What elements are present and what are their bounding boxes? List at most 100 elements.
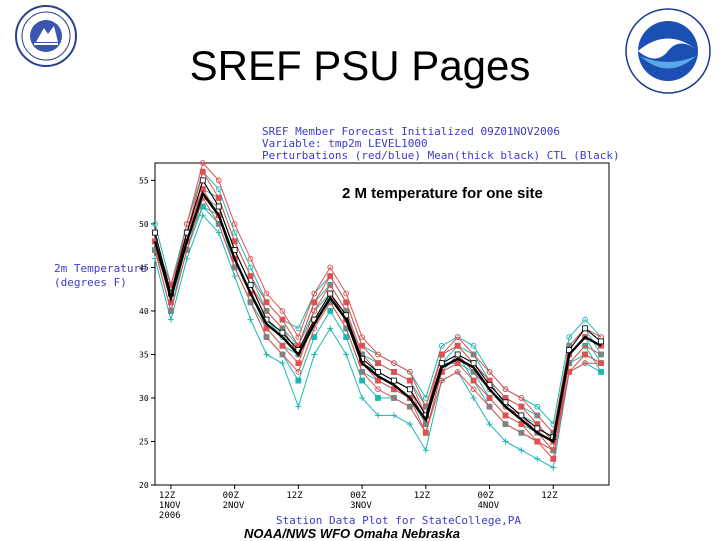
data-point [152,221,158,227]
data-point [470,394,477,401]
data-point [375,377,381,384]
data-point [247,281,254,288]
data-point [263,308,270,314]
y-tick-label: 25 [139,437,149,446]
data-point [422,429,429,436]
data-point [550,447,557,454]
data-point [231,273,238,280]
data-point [502,438,509,445]
data-point [550,455,557,462]
data-point [550,464,557,471]
data-point [359,377,365,384]
data-point [199,160,206,166]
data-point [375,386,381,393]
data-point [518,421,525,427]
data-point [343,334,350,340]
x-axis-label: Station Data Plot for StateCollege,PA [276,514,521,527]
y-tick-label: 50 [139,220,149,229]
data-point [598,351,604,358]
data-point [534,438,541,445]
data-point [167,316,174,323]
data-point [534,412,541,419]
data-point [343,299,350,306]
data-point [231,221,238,227]
data-point [311,290,318,297]
data-point [438,360,445,367]
plot-area [154,162,610,486]
data-point [454,369,461,375]
data-point [486,395,493,401]
chart-header-line3: Perturbations (red/blue) Mean(thick blac… [262,149,620,162]
data-point [311,351,318,358]
data-point [231,238,238,245]
data-point [152,229,158,236]
data-point [231,229,238,236]
data-point [215,194,222,201]
data-point [391,395,397,401]
data-point [343,351,350,358]
y-axis-label-line2: (degrees F) [54,276,127,289]
x-tick-label: 12Z [159,491,176,501]
data-point [295,369,302,375]
data-point [502,412,509,419]
x-tick-label: 4NOV [478,501,500,511]
data-point [375,412,382,419]
data-point [391,360,397,367]
series-line-pert [154,161,602,434]
inset-title-background [336,178,582,208]
data-point [470,342,477,349]
data-point [486,421,493,428]
data-point [406,377,413,384]
data-point [518,412,525,419]
y-tick-label: 20 [139,481,149,490]
data-point [470,351,477,358]
series-line-mean [153,190,602,444]
data-point [518,429,525,436]
x-tick-label: 00Z [223,491,240,501]
data-point [263,334,270,340]
data-point [279,360,286,367]
data-point [279,351,286,358]
data-point [215,186,222,192]
data-point [470,360,477,367]
data-point [407,403,413,410]
data-point [168,308,174,314]
x-tick-label: 12Z [286,491,303,501]
data-point [231,264,238,271]
data-point [263,325,270,332]
y-tick-label: 55 [139,176,149,185]
data-point [215,177,222,184]
data-point [422,447,429,454]
data-point [391,368,397,375]
x-tick-label: 3NOV [350,501,372,511]
footer-text: NOAA/NWS WFO Omaha Nebraska [244,526,460,541]
data-point [470,377,477,384]
data-point [199,212,206,219]
data-point [359,369,365,375]
data-point [359,394,366,401]
data-point [486,403,493,410]
data-point [295,334,302,340]
data-point [518,447,525,454]
data-point [407,369,413,375]
data-point [295,377,302,384]
data-point [391,386,397,393]
data-point [375,368,381,375]
data-point [406,386,413,393]
x-tick-label: 00Z [478,491,495,501]
data-point [279,342,286,349]
data-point [470,386,477,393]
data-point [311,334,318,340]
data-point [343,290,350,297]
data-point [263,351,270,358]
data-point [454,351,461,358]
data-point [215,229,222,236]
data-point [438,377,445,384]
data-point [534,425,541,432]
data-point [279,316,286,323]
chart-title: 2 M temperature for one site [342,185,543,202]
data-point [582,351,589,358]
data-point [486,369,493,375]
data-point [247,299,254,306]
